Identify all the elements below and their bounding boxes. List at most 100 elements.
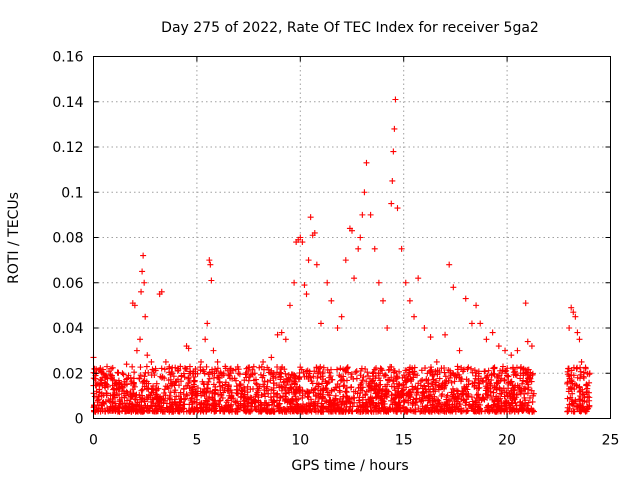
data-point <box>324 389 331 396</box>
data-point <box>208 277 215 284</box>
data-point <box>423 376 430 383</box>
y-tick-label: 0.06 <box>52 276 83 292</box>
data-point <box>273 382 280 389</box>
data-point <box>451 404 458 411</box>
data-point <box>425 397 432 404</box>
data-point <box>249 400 256 407</box>
data-point <box>158 406 165 413</box>
data-point <box>566 385 573 392</box>
data-point <box>323 398 330 405</box>
data-point <box>169 364 176 371</box>
data-point <box>391 383 398 390</box>
data-point <box>198 405 205 412</box>
data-point <box>520 365 527 372</box>
data-point <box>143 363 150 370</box>
data-point <box>388 200 395 207</box>
data-point <box>459 391 466 398</box>
data-point <box>578 371 585 378</box>
data-point <box>310 373 317 380</box>
data-point <box>327 408 334 415</box>
data-point <box>258 391 265 398</box>
data-point <box>334 402 341 409</box>
data-point <box>444 392 451 399</box>
data-point <box>342 257 349 264</box>
data-point <box>331 397 338 404</box>
data-point <box>488 371 495 378</box>
data-point <box>405 371 412 378</box>
data-point <box>344 365 351 372</box>
data-point <box>328 366 335 373</box>
data-point <box>125 408 132 415</box>
data-point <box>294 401 301 408</box>
data-point <box>367 211 374 218</box>
data-point <box>501 376 508 383</box>
data-point <box>172 379 179 386</box>
data-point <box>455 388 462 395</box>
data-point <box>258 363 265 370</box>
data-point <box>434 367 441 374</box>
data-point <box>191 377 198 384</box>
data-point <box>348 371 355 378</box>
data-point <box>162 358 169 365</box>
data-point <box>482 375 489 382</box>
data-point <box>319 380 326 387</box>
data-point <box>453 374 460 381</box>
data-point <box>267 394 274 401</box>
data-point <box>353 375 360 382</box>
data-point <box>340 373 347 380</box>
data-point <box>477 405 484 412</box>
data-point <box>142 402 149 409</box>
data-point <box>303 291 310 298</box>
data-point <box>201 389 208 396</box>
data-point <box>95 393 102 400</box>
data-point <box>427 334 434 341</box>
data-point <box>459 390 466 397</box>
data-point <box>468 405 475 412</box>
data-point <box>347 384 354 391</box>
data-point <box>129 363 136 370</box>
data-point <box>504 365 511 372</box>
data-point <box>141 279 148 286</box>
data-point <box>124 397 131 404</box>
data-point <box>464 392 471 399</box>
data-point <box>155 403 162 410</box>
data-point <box>177 363 184 370</box>
data-point <box>147 392 154 399</box>
data-point <box>366 382 373 389</box>
data-point <box>457 401 464 408</box>
data-point <box>516 384 523 391</box>
data-point <box>487 393 494 400</box>
data-point <box>277 407 284 414</box>
data-point <box>576 388 583 395</box>
data-point <box>488 377 495 384</box>
data-point <box>218 404 225 411</box>
data-point <box>196 401 203 408</box>
data-point <box>131 383 138 390</box>
data-point <box>180 401 187 408</box>
data-point <box>403 367 410 374</box>
data-point <box>222 381 229 388</box>
data-point <box>454 406 461 413</box>
data-point <box>360 373 367 380</box>
data-point <box>138 407 145 414</box>
data-point <box>119 370 126 377</box>
data-point <box>570 309 577 316</box>
data-point <box>445 378 452 385</box>
data-point <box>392 387 399 394</box>
data-point <box>214 358 221 365</box>
data-point <box>530 390 537 397</box>
data-point <box>443 396 450 403</box>
data-point <box>167 380 174 387</box>
data-point <box>421 325 428 331</box>
data-point <box>338 313 345 320</box>
data-point <box>384 325 391 331</box>
data-point <box>147 405 154 412</box>
data-point <box>251 377 258 384</box>
data-point <box>475 385 482 392</box>
data-point <box>91 402 98 409</box>
data-point <box>204 385 211 392</box>
data-point <box>448 379 455 386</box>
data-point <box>111 391 118 398</box>
data-point <box>349 408 356 415</box>
data-point <box>139 268 146 275</box>
